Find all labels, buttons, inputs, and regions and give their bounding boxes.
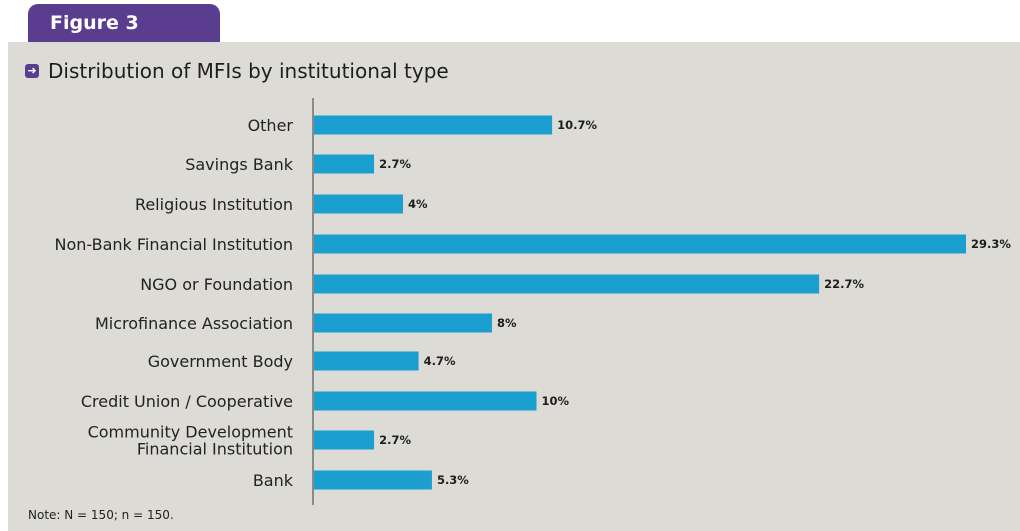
arrow-right-icon: ➜ — [25, 64, 39, 78]
bar — [314, 194, 404, 214]
bar — [314, 115, 553, 135]
data-label: 4% — [408, 197, 428, 211]
data-label: 2.7% — [379, 433, 411, 447]
chart-title-row: ➜ Distribution of MFIs by institutional … — [25, 58, 449, 84]
category-label: Microfinance Association — [95, 314, 293, 333]
category-label: Credit Union / Cooperative — [81, 392, 293, 411]
category-label: Financial Institution — [137, 440, 293, 459]
data-label: 5.3% — [437, 473, 469, 487]
data-label: 10.7% — [557, 118, 597, 132]
bar — [314, 430, 375, 450]
bar — [314, 391, 537, 411]
data-label: 2.7% — [379, 157, 411, 171]
bar — [314, 313, 493, 333]
figure-label: Figure 3 — [28, 4, 220, 42]
data-label: 8% — [497, 316, 517, 330]
bar — [314, 351, 419, 371]
chart-note: Note: N = 150; n = 150. — [28, 508, 174, 522]
bar — [314, 234, 966, 254]
bar — [314, 154, 375, 174]
bar — [314, 470, 432, 490]
category-label: Other — [248, 116, 294, 135]
category-label: Non-Bank Financial Institution — [55, 235, 294, 254]
category-label: NGO or Foundation — [140, 275, 293, 294]
category-label: Savings Bank — [185, 155, 294, 174]
bar — [314, 274, 820, 294]
category-label: Religious Institution — [135, 195, 293, 214]
category-label: Community Development — [88, 423, 293, 442]
category-label: Bank — [253, 471, 294, 490]
chart-title: Distribution of MFIs by institutional ty… — [48, 59, 449, 83]
data-label: 22.7% — [824, 277, 864, 291]
data-label: 29.3% — [971, 237, 1011, 251]
data-label: 10% — [542, 394, 570, 408]
category-label: Government Body — [148, 352, 293, 371]
data-label: 4.7% — [424, 354, 456, 368]
